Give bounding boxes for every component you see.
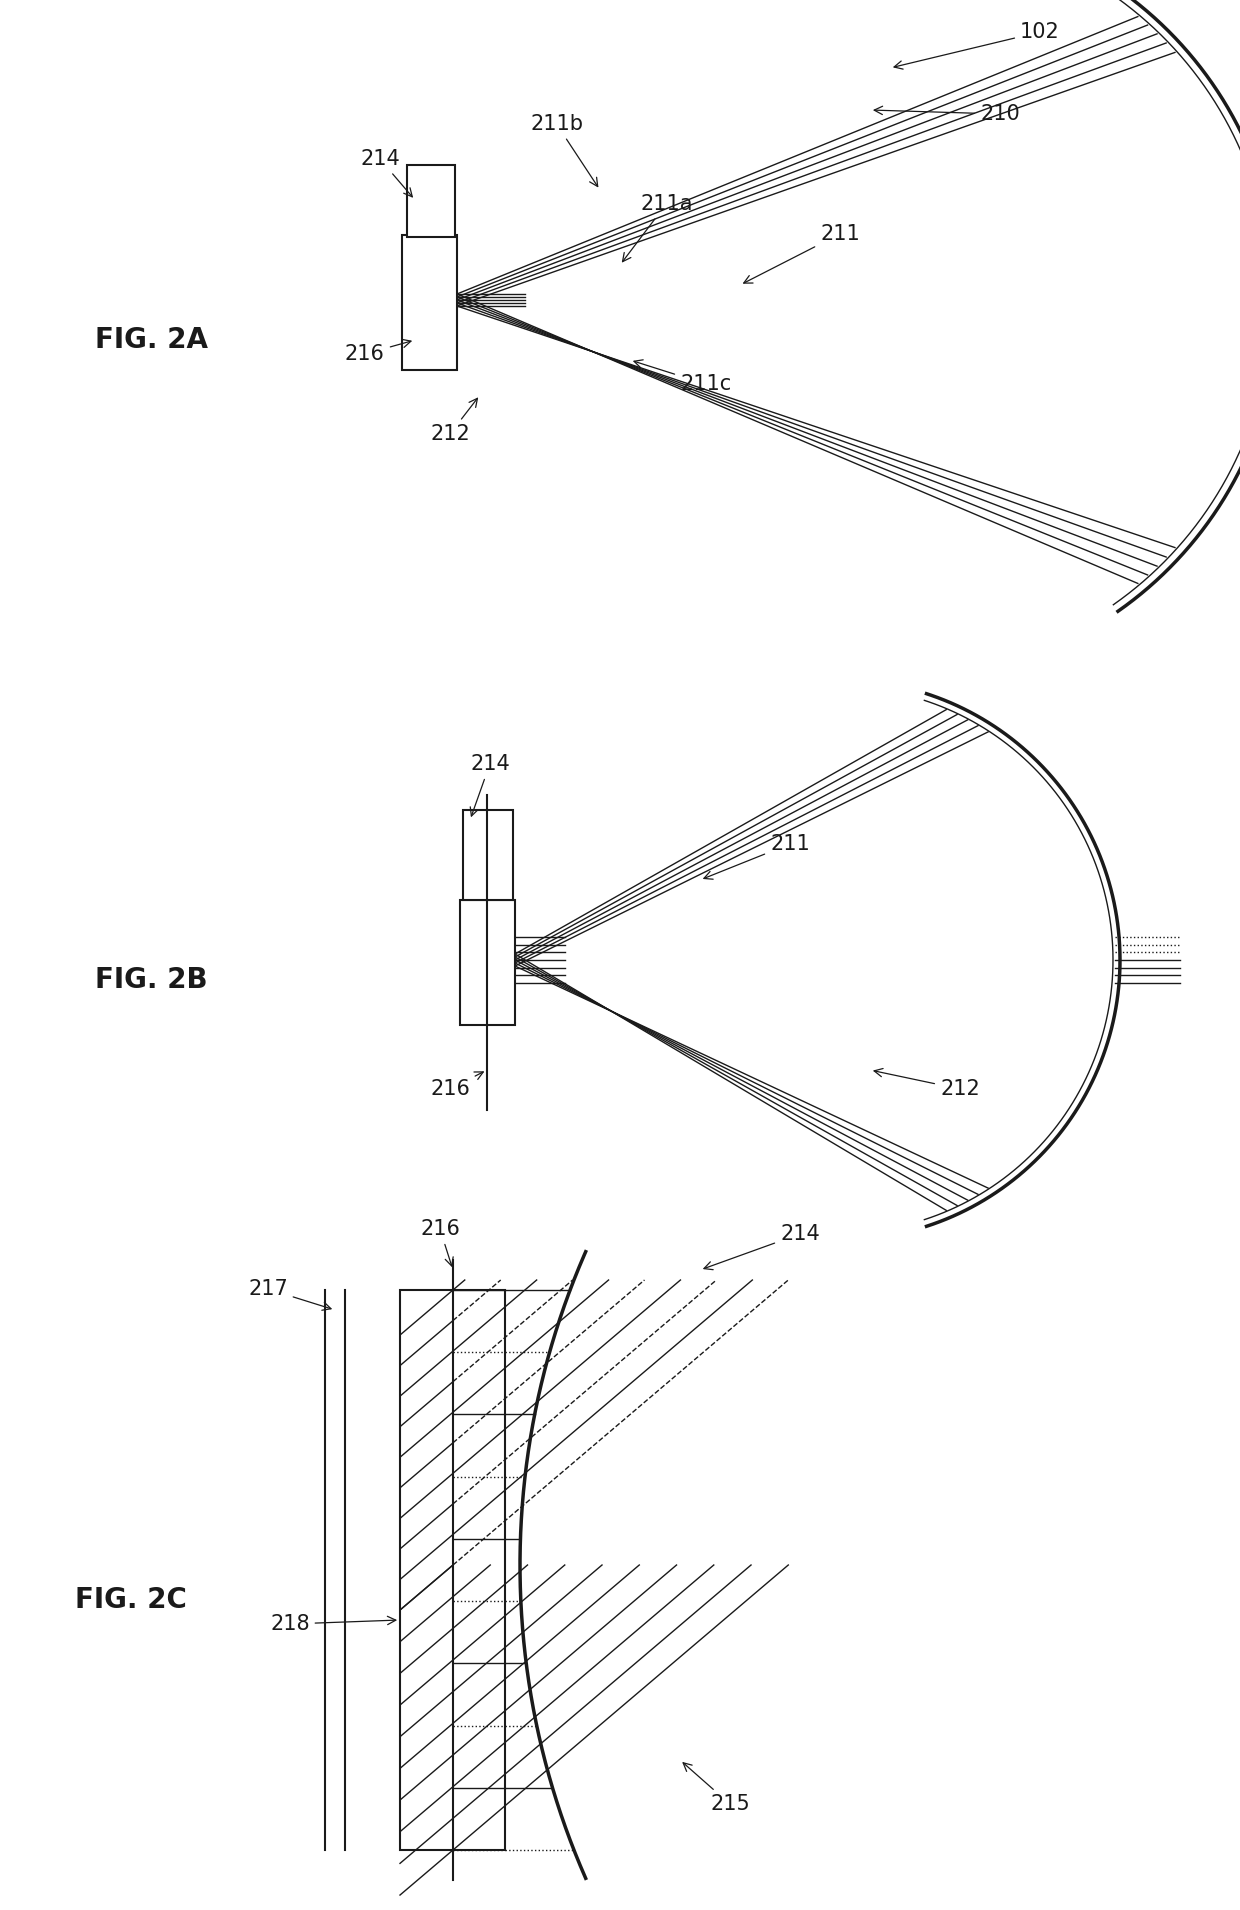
Text: 212: 212 [430, 399, 477, 443]
Text: 218: 218 [270, 1614, 396, 1633]
Text: 211a: 211a [622, 195, 692, 262]
Text: 215: 215 [683, 1763, 750, 1814]
Text: 211: 211 [704, 835, 810, 879]
Bar [402, 235, 458, 371]
Text: 211: 211 [744, 223, 859, 283]
Text: 210: 210 [874, 103, 1019, 124]
Text: 216: 216 [345, 340, 410, 365]
Bar [401, 1289, 505, 1851]
Text: FIG. 2B: FIG. 2B [95, 966, 207, 993]
Text: 102: 102 [894, 23, 1060, 69]
Text: 212: 212 [874, 1068, 980, 1098]
Text: 216: 216 [420, 1219, 460, 1266]
Text: 217: 217 [248, 1280, 331, 1310]
Text: FIG. 2A: FIG. 2A [95, 327, 208, 353]
Text: 211c: 211c [634, 359, 732, 393]
Bar [463, 810, 513, 900]
Bar [407, 164, 455, 237]
Bar [460, 900, 515, 1026]
Text: 211b: 211b [529, 115, 598, 187]
Text: 214: 214 [360, 149, 412, 197]
Text: FIG. 2C: FIG. 2C [74, 1585, 187, 1614]
Text: 214: 214 [470, 754, 510, 816]
Text: 216: 216 [430, 1072, 484, 1098]
Text: 214: 214 [704, 1224, 820, 1270]
